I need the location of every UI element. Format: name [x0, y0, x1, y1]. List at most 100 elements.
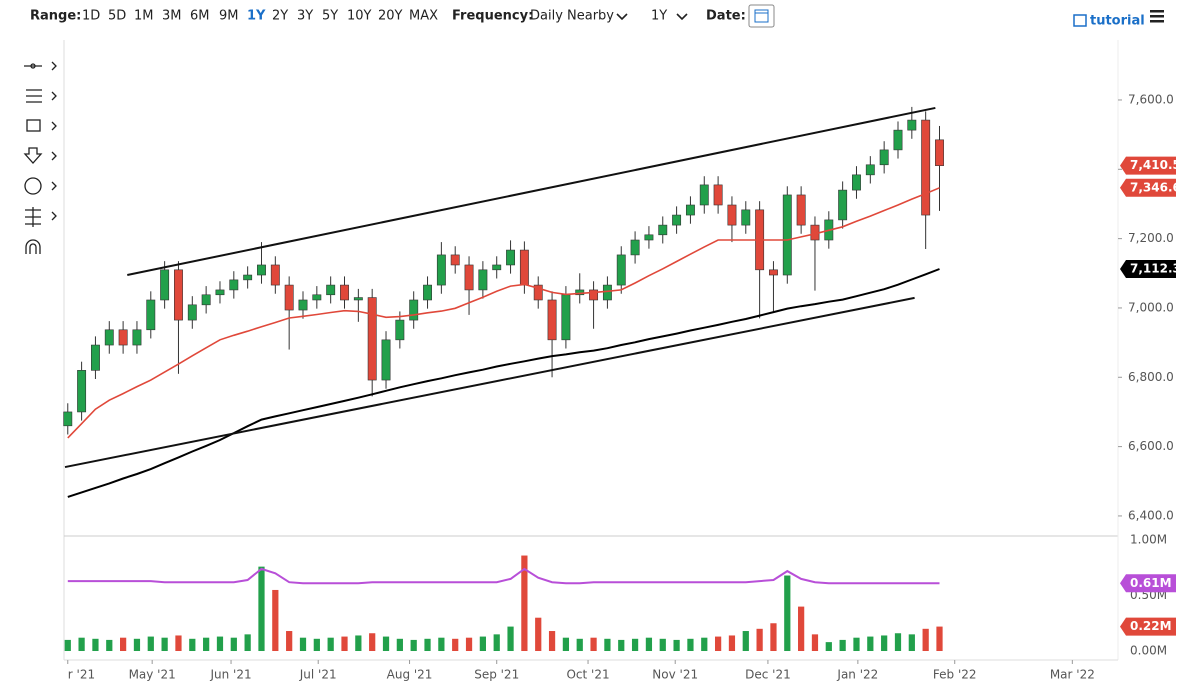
candle-body — [478, 269, 488, 291]
volume-bar — [659, 638, 666, 652]
tool-caret — [51, 181, 57, 191]
dropdown-caret — [676, 13, 688, 21]
price-tag — [1120, 156, 1176, 175]
candle-body — [77, 370, 87, 413]
frequency-select[interactable]: Daily Nearby — [530, 9, 614, 24]
candle-body — [506, 249, 516, 266]
candle-body — [174, 269, 183, 321]
candle-body — [367, 297, 377, 381]
candle-body — [616, 254, 626, 286]
candle-body — [160, 269, 170, 301]
volume-bar — [244, 634, 251, 652]
volume-bar — [936, 626, 943, 652]
volume-bar — [881, 635, 888, 652]
tutorial-icon — [1073, 14, 1087, 27]
x-tick-label: Jul '21 — [299, 668, 337, 682]
candle-body — [187, 304, 197, 321]
candle-body — [533, 284, 543, 301]
candle-body — [243, 274, 253, 281]
range-option[interactable]: 2Y — [272, 9, 288, 24]
price-tag — [1120, 574, 1176, 593]
tool-arrow[interactable] — [23, 147, 57, 164]
volume-bar — [479, 636, 486, 652]
y-tick-label: 6,800.0 — [1128, 370, 1174, 384]
candle-body — [658, 224, 668, 236]
x-tick-label: Nov '21 — [652, 668, 698, 682]
candle-body — [713, 184, 723, 206]
range-option[interactable]: 10Y — [347, 9, 372, 24]
candle-body — [741, 209, 751, 226]
candle-body — [672, 214, 682, 226]
volume-bar — [382, 636, 390, 652]
menu-button[interactable] — [1150, 10, 1164, 23]
candle-body — [838, 189, 848, 221]
range-option[interactable]: 5D — [108, 9, 126, 24]
volume-bar — [521, 555, 528, 652]
volume-bar — [133, 638, 141, 652]
volume-bar — [341, 636, 348, 652]
price-tag-label: 0.61M — [1130, 576, 1172, 590]
x-tick-label: Feb '22 — [933, 668, 977, 682]
range-option[interactable]: 3Y — [297, 9, 313, 24]
calendar-frame — [748, 4, 775, 28]
volume-bar — [216, 636, 224, 652]
tool-rect[interactable] — [26, 119, 41, 132]
price-tag — [1120, 617, 1176, 636]
range-option[interactable]: 9M — [219, 9, 239, 24]
volume-bar — [798, 606, 805, 652]
tool-measure[interactable] — [25, 207, 57, 227]
x-tick-label: May '21 — [129, 668, 176, 682]
y-tick-label: 6,400.0 — [1128, 508, 1174, 522]
volume-bar — [687, 638, 694, 652]
moving-average — [67, 187, 940, 439]
calendar-button[interactable] — [748, 4, 775, 28]
dropdown-caret — [616, 13, 628, 21]
volume-bar — [756, 628, 763, 652]
candle-body — [298, 299, 308, 311]
volume-bar — [452, 638, 459, 652]
trendline — [64, 296, 915, 469]
candle-body — [381, 339, 391, 381]
range-option[interactable]: 5Y — [322, 9, 338, 24]
candle-body — [423, 284, 432, 301]
tool-line[interactable] — [24, 61, 57, 71]
tool-magnet[interactable] — [25, 239, 41, 254]
candle-body — [782, 194, 792, 276]
range-option[interactable]: 1Y — [247, 9, 266, 24]
candle-body — [90, 344, 100, 371]
candle-body — [436, 254, 446, 286]
menu-bar — [1150, 20, 1164, 23]
candle-body — [879, 149, 889, 166]
volume-bar — [258, 566, 265, 652]
candle-body — [326, 284, 336, 296]
volume-bar — [825, 642, 832, 652]
range-option[interactable]: 6M — [190, 9, 210, 24]
range-option[interactable]: 3M — [162, 9, 182, 24]
candle-body — [699, 184, 709, 206]
range-option[interactable]: 1D — [82, 9, 100, 24]
candle-body — [630, 239, 640, 256]
candle-body — [464, 264, 474, 291]
volume-bar — [369, 633, 376, 652]
tool-note[interactable] — [24, 177, 42, 195]
range-option[interactable]: MAX — [409, 9, 438, 24]
volume-bar — [839, 639, 846, 652]
candle-body — [852, 174, 861, 191]
candle-body — [395, 319, 405, 341]
period-select[interactable]: 1Y — [651, 9, 667, 24]
candle-body — [685, 204, 695, 216]
candle-body — [769, 269, 778, 276]
tool-caret — [51, 121, 57, 131]
volume-bar — [327, 637, 334, 652]
volume-bar — [424, 638, 431, 652]
candle-body — [146, 299, 156, 331]
range-option[interactable]: 20Y — [378, 9, 403, 24]
range-option[interactable]: 1M — [134, 9, 154, 24]
tutorial-link[interactable]: tutorial — [1090, 14, 1145, 29]
candle-body — [132, 329, 142, 346]
volume-tick-label: 0.00M — [1130, 644, 1167, 658]
volume-bar — [465, 637, 473, 652]
candle-body — [921, 119, 931, 216]
tool-fib[interactable] — [26, 89, 57, 103]
volume-bar — [535, 617, 542, 652]
